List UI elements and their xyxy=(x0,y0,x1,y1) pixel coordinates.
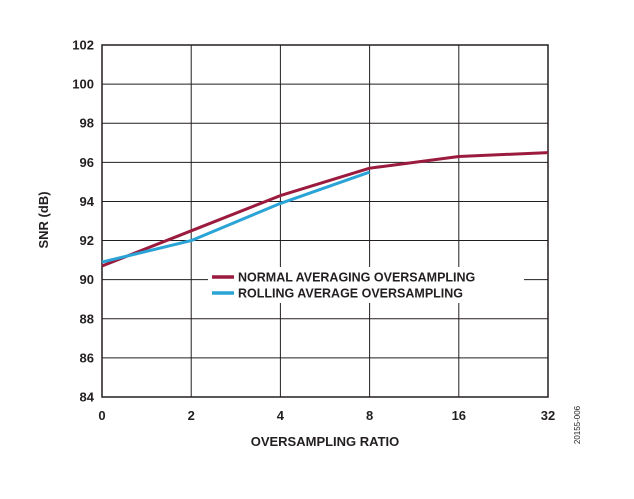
legend: NORMAL AVERAGING OVERSAMPLING ROLLING AVE… xyxy=(208,267,524,303)
x-tick-label: 16 xyxy=(452,408,466,423)
y-tick-label: 98 xyxy=(80,116,94,131)
y-tick-label: 84 xyxy=(80,390,95,405)
y-tick-label: 102 xyxy=(72,38,94,53)
figure-id: 20155-006 xyxy=(573,405,582,444)
y-tick-label: 86 xyxy=(80,350,94,365)
x-tick-label: 2 xyxy=(188,408,195,423)
y-axis-title: SNR (dB) xyxy=(36,191,51,248)
legend-background xyxy=(208,267,524,303)
x-tick-label: 0 xyxy=(98,408,105,423)
y-tick-label: 90 xyxy=(80,272,94,287)
y-tick-label: 94 xyxy=(80,194,95,209)
x-axis-title: OVERSAMPLING RATIO xyxy=(251,434,400,449)
y-tick-labels: 84 86 88 90 92 94 96 98 100 102 xyxy=(72,38,94,405)
legend-label: ROLLING AVERAGE OVERSAMPLING xyxy=(238,287,463,301)
y-tick-label: 96 xyxy=(80,155,94,170)
series-line-rolling-average xyxy=(101,170,371,264)
x-tick-labels: 0 2 4 8 16 32 xyxy=(98,408,555,423)
series-line-normal-averaging xyxy=(101,151,549,268)
series-lines xyxy=(101,151,549,268)
y-tick-label: 88 xyxy=(80,311,94,326)
x-tick-label: 4 xyxy=(277,408,285,423)
y-tick-label: 92 xyxy=(80,233,94,248)
x-tick-label: 8 xyxy=(366,408,373,423)
legend-label: NORMAL AVERAGING OVERSAMPLING xyxy=(238,271,475,285)
plot-frame xyxy=(101,44,549,398)
grid-lines xyxy=(102,45,548,397)
x-tick-label: 32 xyxy=(541,408,555,423)
y-tick-label: 100 xyxy=(72,77,94,92)
